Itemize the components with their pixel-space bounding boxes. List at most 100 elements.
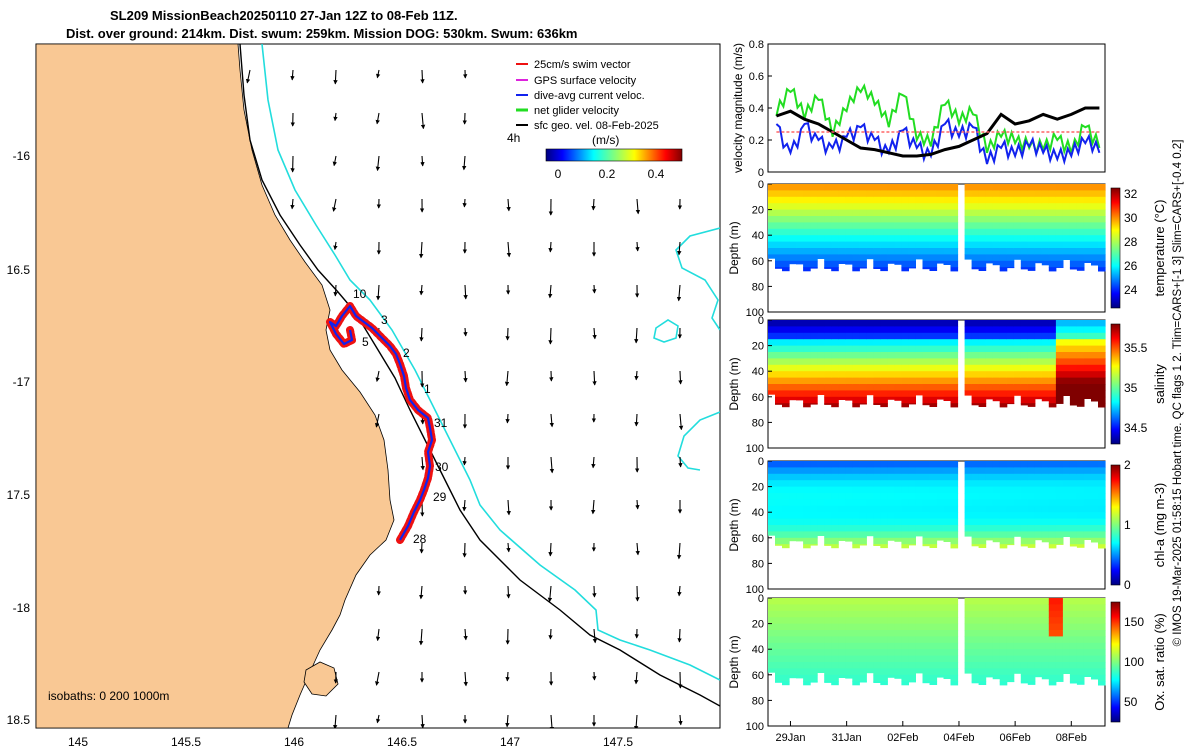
colorbar-tick-3-1: 100 (1124, 655, 1144, 669)
section-ytick-2-3: 60 (752, 533, 764, 545)
section-cell (789, 222, 797, 230)
velocity-vector-28 (419, 241, 424, 259)
section-cell (985, 384, 994, 391)
section-cell (866, 518, 874, 526)
section-cell (838, 473, 846, 481)
velocity-vector-36 (376, 284, 381, 301)
section-cell (978, 486, 987, 494)
section-cell (1006, 222, 1015, 230)
section-cell (768, 642, 776, 650)
section-cell (852, 339, 860, 347)
section-cell (971, 636, 980, 644)
section-cell (915, 531, 923, 537)
section-cell (1006, 467, 1015, 475)
section-cell (810, 617, 818, 625)
section-cell (1098, 486, 1106, 494)
section-cell (859, 332, 867, 340)
section-cell (929, 610, 938, 618)
section-cell (873, 222, 881, 230)
section-cell (1076, 377, 1085, 385)
section-cell (985, 649, 994, 657)
section-cell (817, 345, 825, 353)
section-cell (1069, 339, 1078, 347)
section-cell (915, 610, 923, 618)
section-cell (803, 248, 811, 255)
section-cell (852, 196, 860, 204)
section-cell (929, 655, 938, 663)
section-cell (775, 655, 783, 663)
section-cell (915, 505, 923, 513)
section-cell (782, 196, 790, 204)
section-cell (999, 222, 1008, 230)
section-cell (789, 216, 797, 223)
section-cell (1027, 668, 1036, 676)
day-label-1: 1 (424, 382, 431, 396)
section-cell (859, 339, 867, 347)
section-cell (929, 222, 938, 230)
section-cell (810, 493, 818, 500)
section-cell (873, 662, 881, 669)
section-cell (824, 403, 832, 405)
section-cell (1027, 196, 1036, 204)
section-cell (824, 339, 832, 347)
section-cell (929, 332, 938, 340)
section-cell (817, 480, 825, 488)
section-cell (796, 486, 804, 494)
section-cell (908, 493, 916, 500)
section-cell (1091, 537, 1099, 543)
section-cell (915, 254, 923, 260)
section-cell (936, 512, 945, 520)
section-cell (971, 610, 980, 618)
section-cell (1006, 486, 1015, 494)
section-cell (985, 636, 994, 644)
section-cell (1048, 486, 1057, 494)
section-cell (775, 384, 783, 391)
section-cell (1027, 544, 1036, 548)
section-cell (789, 377, 797, 385)
section-cell (978, 352, 987, 359)
section-cell (915, 649, 923, 657)
section-cell (1098, 396, 1106, 404)
section-cell (992, 235, 1001, 243)
section-cell (1006, 617, 1015, 625)
section-cell (796, 610, 804, 618)
section-cell (943, 525, 952, 532)
section-cell (845, 352, 853, 359)
section-cell (992, 525, 1001, 532)
section-cell (992, 598, 1001, 605)
section-cell (1041, 203, 1050, 211)
section-cell (782, 222, 790, 230)
section-cell (1027, 486, 1036, 494)
velocity-vector-30 (506, 241, 512, 258)
section-cell (1034, 598, 1043, 605)
section-cell (1041, 473, 1050, 481)
section-cell (838, 649, 846, 657)
section-cell (768, 339, 776, 347)
section-cell (1006, 473, 1015, 481)
section-cell (1055, 499, 1064, 507)
section-cell (1069, 364, 1078, 372)
section-cell (775, 642, 783, 650)
section-cell (789, 610, 797, 618)
velocity-vector-67 (678, 413, 684, 431)
section-cell (943, 480, 952, 488)
section-cell (999, 396, 1008, 404)
section-cell (1006, 461, 1015, 468)
section-cell (831, 377, 839, 385)
section-cell (922, 531, 931, 539)
section-cell (810, 358, 818, 366)
section-cell (1006, 531, 1015, 539)
section-cell (922, 332, 931, 340)
section-cell (887, 636, 895, 644)
section-ytick-0-0: 0 (758, 179, 764, 191)
section-cell (1013, 371, 1022, 379)
section-cell (838, 352, 846, 359)
section-cell (852, 326, 860, 334)
section-cell (894, 326, 902, 334)
section-cell (803, 254, 811, 262)
section-cell (894, 184, 902, 191)
section-cell (901, 190, 909, 198)
section-cell (929, 499, 938, 507)
section-cell (1013, 531, 1022, 537)
section-cell (803, 610, 811, 618)
